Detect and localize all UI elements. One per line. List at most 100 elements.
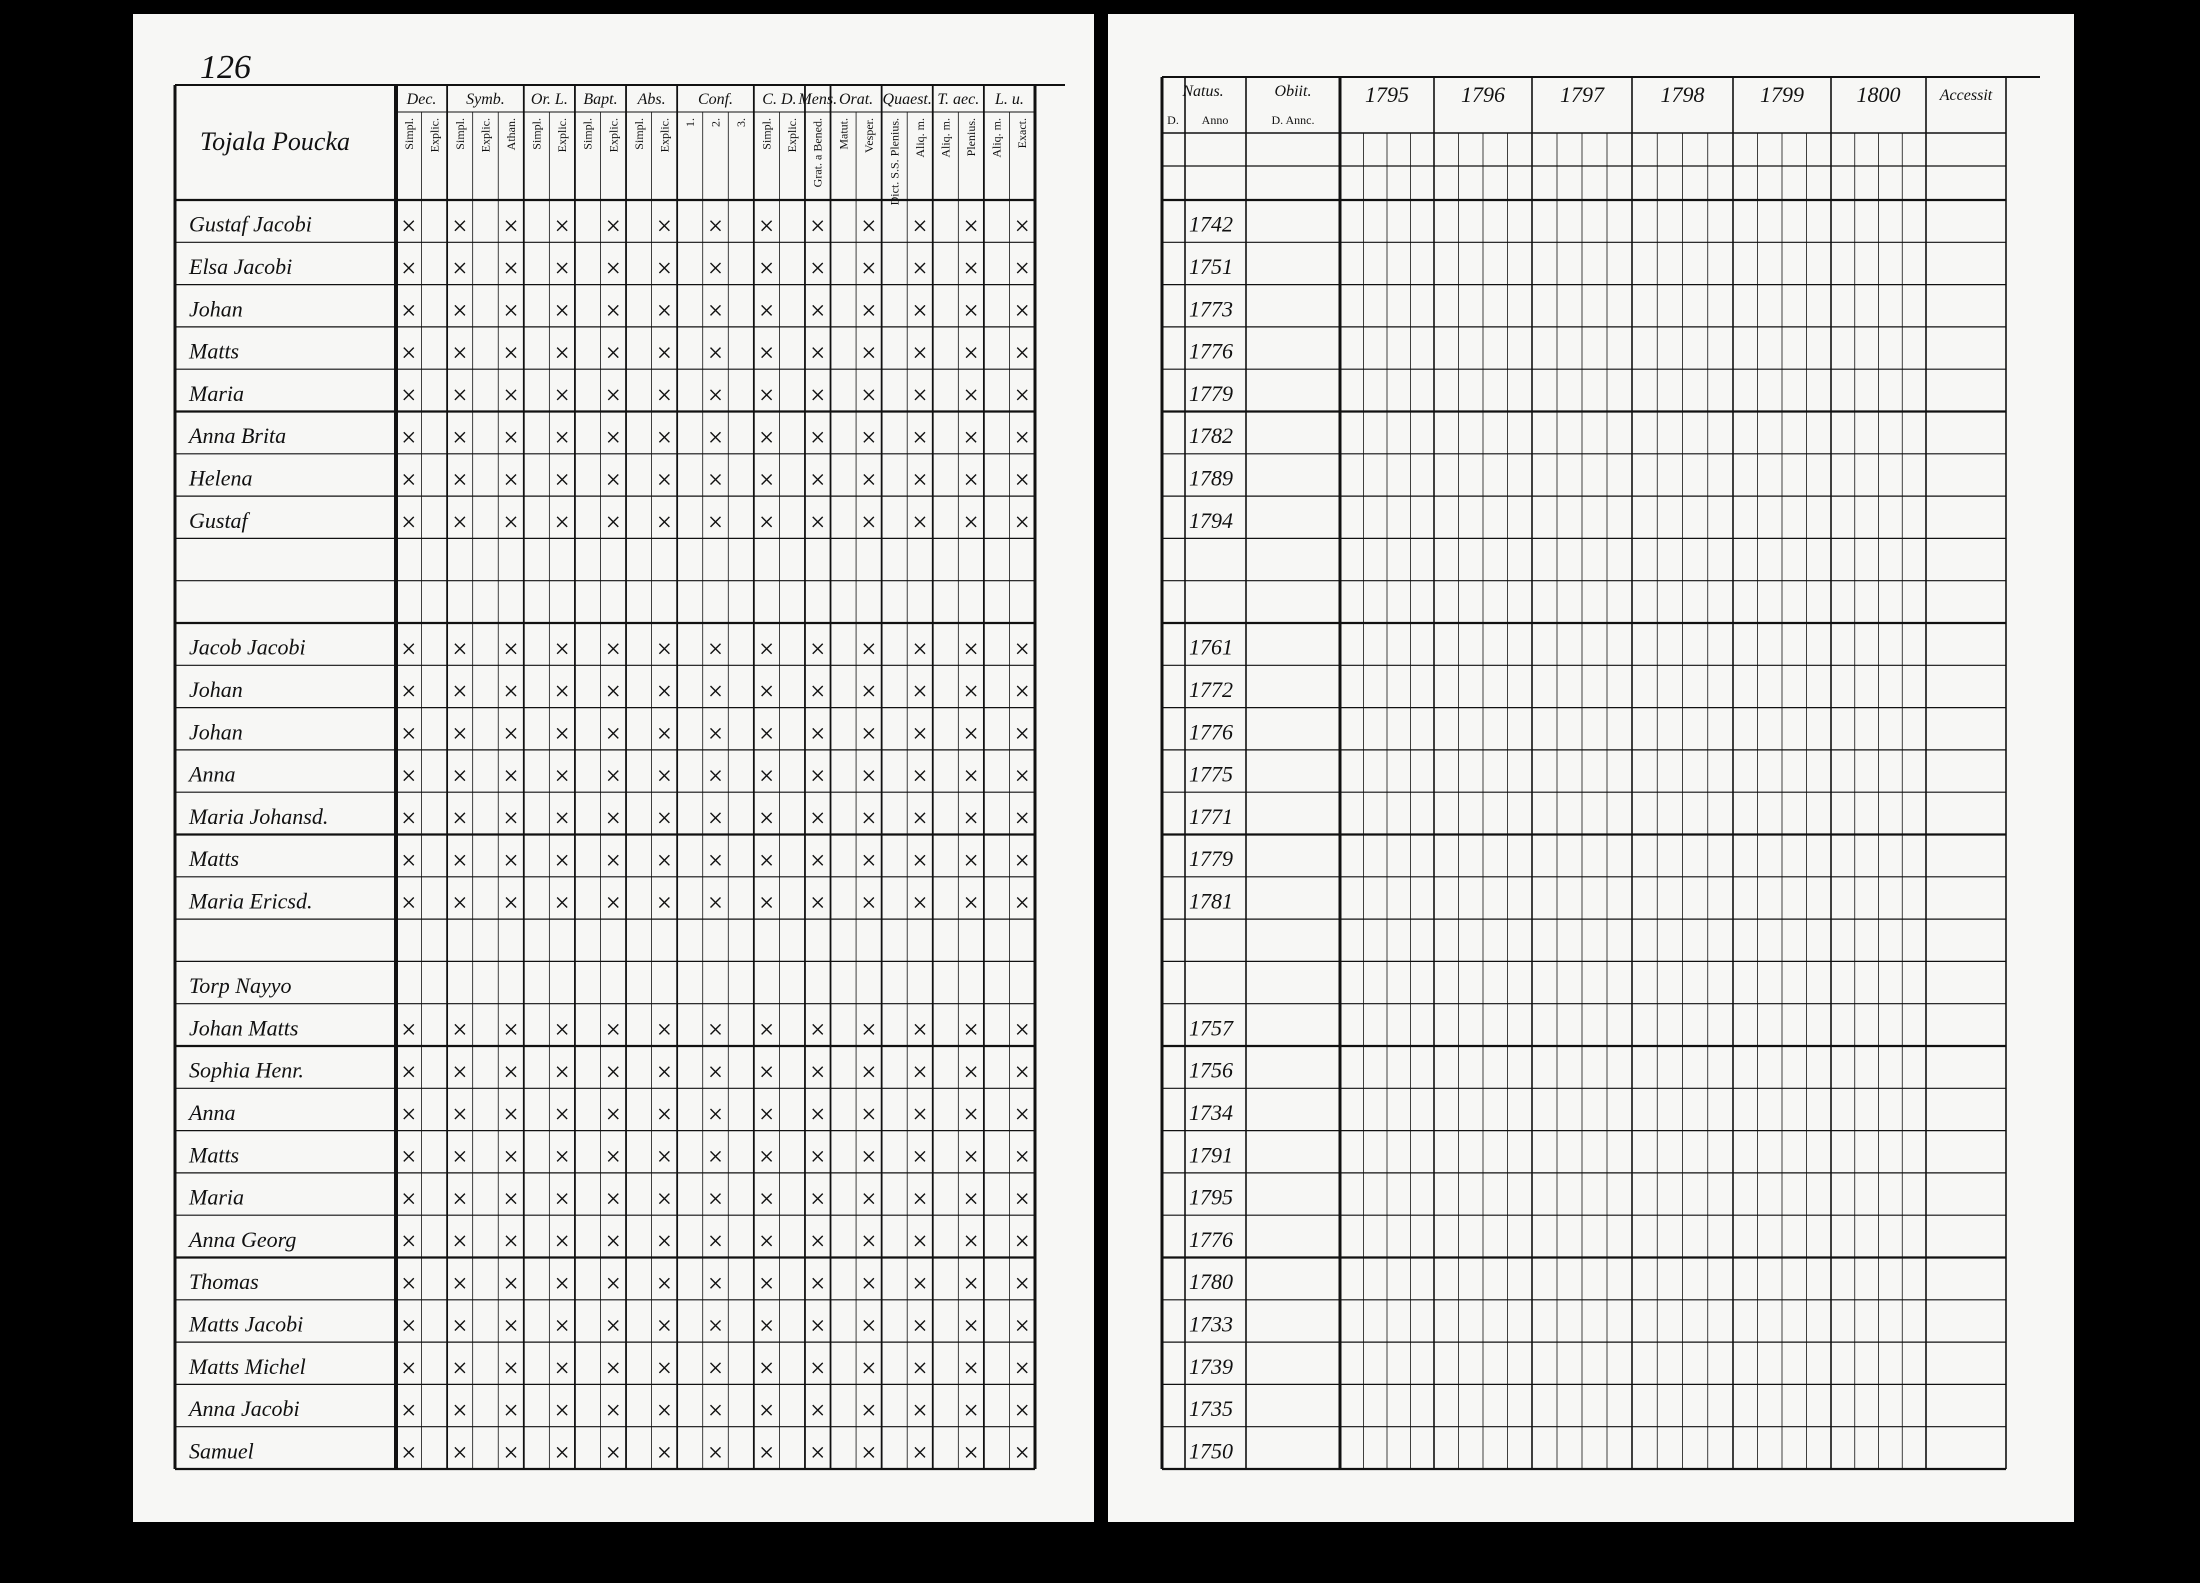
examination-mark [761, 854, 773, 866]
column-sublabel: Simpl. [530, 118, 544, 150]
examination-mark [658, 643, 670, 655]
birth-year: 1734 [1189, 1100, 1233, 1125]
examination-mark [607, 1320, 619, 1332]
column-sublabel: Explic. [427, 118, 441, 152]
examination-mark [403, 474, 415, 486]
examination-mark [965, 1404, 977, 1416]
column-label: L. u. [994, 91, 1024, 108]
column-label: Orat. [839, 91, 873, 108]
examination-mark [812, 727, 824, 739]
examination-mark [1016, 854, 1028, 866]
page-number: 126 [200, 49, 251, 86]
examination-mark [914, 220, 926, 232]
year-header: 1797 [1560, 82, 1605, 107]
examination-mark [556, 474, 568, 486]
examination-mark [658, 685, 670, 697]
examination-mark [607, 389, 619, 401]
examination-mark [863, 643, 875, 655]
examination-mark [914, 1320, 926, 1332]
examination-mark [710, 516, 721, 528]
examination-mark [454, 262, 466, 274]
examination-mark [863, 1320, 875, 1332]
examination-mark [914, 389, 926, 401]
examination-mark [710, 1235, 721, 1247]
examination-mark [761, 1362, 773, 1374]
column-sublabel: Explic. [555, 118, 569, 152]
person-name: Maria [188, 381, 244, 406]
column-sublabel: Matut. [836, 118, 850, 150]
examination-mark [556, 262, 568, 274]
column-sublabel: Dict. S.S. Plenius. [887, 118, 901, 205]
examination-mark [454, 770, 466, 782]
examination-mark [505, 1193, 517, 1205]
examination-mark [505, 727, 517, 739]
birth-year: 1750 [1189, 1438, 1233, 1463]
examination-mark [761, 1235, 773, 1247]
examination-mark [1016, 685, 1028, 697]
examination-mark [812, 1446, 824, 1458]
examination-mark [914, 516, 926, 528]
examination-mark [812, 1404, 824, 1416]
examination-mark [965, 685, 977, 697]
examination-mark [914, 1404, 926, 1416]
birth-year: 1776 [1189, 719, 1233, 744]
grid: Dec. Simpl. Explic. Symb. Simpl. Explic. Athan… [173, 76, 2040, 1471]
column-label: Accessit [1939, 87, 1993, 104]
examination-mark [914, 347, 926, 359]
examination-mark [863, 1362, 875, 1374]
examination-mark [761, 1108, 773, 1120]
examination-mark [556, 1108, 568, 1120]
examination-mark [965, 431, 977, 443]
column-sublabel: Vesper. [862, 118, 876, 153]
birth-year: 1780 [1189, 1269, 1233, 1294]
examination-mark [710, 1320, 721, 1332]
examination-mark [761, 389, 773, 401]
column-label: T. aec. [937, 91, 979, 108]
examination-mark [403, 1235, 415, 1247]
year-header: 1799 [1760, 82, 1804, 107]
examination-mark [607, 516, 619, 528]
column-sublabel: 2. [709, 118, 723, 127]
examination-mark [607, 727, 619, 739]
examination-mark [403, 220, 415, 232]
birth-year: 1779 [1189, 846, 1233, 871]
examination-mark [454, 1446, 466, 1458]
birth-year: 1791 [1189, 1142, 1233, 1167]
birth-year: 1751 [1189, 254, 1233, 279]
examination-mark [863, 262, 875, 274]
column-sublabel: Exact. [1015, 118, 1029, 148]
examination-mark [505, 516, 517, 528]
examination-mark [556, 1023, 568, 1035]
examination-mark [607, 812, 619, 824]
examination-mark [607, 220, 619, 232]
examination-mark [607, 897, 619, 909]
left-page [133, 14, 1094, 1522]
examination-mark [454, 220, 466, 232]
examination-mark [505, 812, 517, 824]
examination-mark [863, 304, 875, 316]
examination-mark [914, 1150, 926, 1162]
birth-year: 1776 [1189, 1227, 1233, 1252]
examination-mark [863, 1150, 875, 1162]
examination-mark [1016, 1320, 1028, 1332]
examination-mark [454, 1023, 466, 1035]
person-name: Anna Georg [187, 1227, 296, 1252]
column-label: Obiit. [1275, 83, 1312, 100]
examination-mark [556, 1446, 568, 1458]
examination-mark [1016, 304, 1028, 316]
examination-mark [761, 304, 773, 316]
column-label: Dec. [406, 91, 437, 108]
examination-mark [761, 347, 773, 359]
examination-mark [914, 1108, 926, 1120]
examination-mark [965, 389, 977, 401]
person-name: Johan [189, 719, 243, 744]
examination-mark [607, 347, 619, 359]
examination-mark [812, 220, 824, 232]
person-name: Gustaf Jacobi [189, 212, 312, 237]
column-label: Symb. [466, 91, 505, 108]
examination-mark [454, 1066, 466, 1078]
examination-mark [403, 1320, 415, 1332]
examination-mark [454, 474, 466, 486]
examination-mark [812, 1193, 824, 1205]
